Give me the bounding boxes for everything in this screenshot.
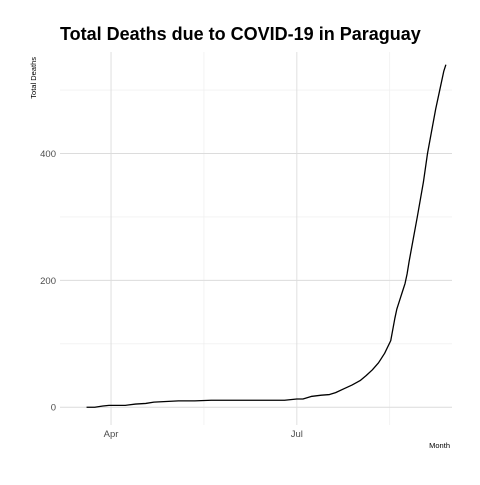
- x-tick-label: Jul: [291, 429, 303, 440]
- y-axis-label: Total Deaths: [29, 57, 38, 99]
- y-tick-label: 0: [51, 403, 56, 414]
- y-tick-label: 400: [40, 149, 56, 160]
- series-line: [87, 65, 446, 408]
- chart-title: Total Deaths due to COVID-19 in Paraguay: [60, 24, 421, 45]
- x-axis-label: Month: [429, 441, 450, 450]
- x-tick-label: Apr: [104, 429, 119, 440]
- y-tick-label: 200: [40, 276, 56, 287]
